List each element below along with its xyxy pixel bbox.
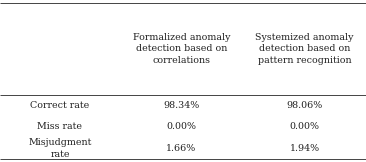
- Text: 0.00%: 0.00%: [290, 122, 320, 131]
- Text: Miss rate: Miss rate: [37, 122, 82, 131]
- Text: 98.06%: 98.06%: [286, 101, 322, 110]
- Text: 0.00%: 0.00%: [167, 122, 197, 131]
- Text: Formalized anomaly
detection based on
correlations: Formalized anomaly detection based on co…: [133, 33, 230, 65]
- Text: 1.66%: 1.66%: [167, 144, 197, 153]
- Text: 98.34%: 98.34%: [163, 101, 199, 110]
- Text: 1.94%: 1.94%: [290, 144, 320, 153]
- Text: Correct rate: Correct rate: [30, 101, 90, 110]
- Text: Systemized anomaly
detection based on
pattern recognition: Systemized anomaly detection based on pa…: [255, 33, 354, 65]
- Text: Misjudgment
rate: Misjudgment rate: [28, 138, 92, 159]
